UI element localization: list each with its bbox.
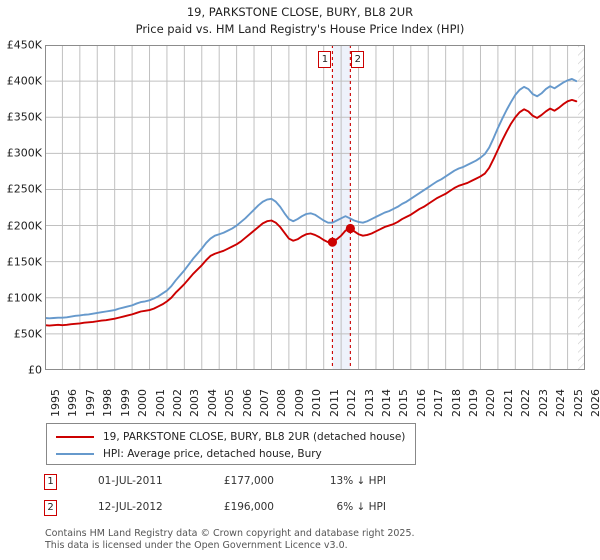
x-axis-tick-label: 2008 — [275, 389, 289, 417]
y-axis-tick-label: £100K — [6, 291, 42, 305]
series-line-price-paid — [45, 98, 578, 327]
x-axis-tick-label: 2017 — [432, 389, 446, 417]
x-axis-tick-label: 2002 — [170, 389, 184, 417]
x-axis-tick-label: 2012 — [345, 389, 359, 417]
x-axis-tick-label: 2019 — [467, 389, 481, 417]
transaction-index-badge: 2 — [44, 500, 57, 516]
transaction-point-marker[interactable] — [327, 237, 338, 247]
transaction-row[interactable]: 1 01-JUL-2011 £177,000 13% ↓ HPI — [44, 472, 464, 498]
x-axis-tick-label: 2006 — [240, 389, 254, 417]
x-axis-tick-label: 1996 — [66, 389, 80, 417]
chart-legend: 19, PARKSTONE CLOSE, BURY, BL8 2UR (deta… — [46, 423, 416, 465]
y-axis-tick-label: £150K — [6, 255, 42, 269]
x-axis-tick-label: 2022 — [519, 389, 533, 417]
x-axis-tick-label: 2004 — [205, 389, 219, 417]
legend-item-label: 19, PARKSTONE CLOSE, BURY, BL8 2UR (deta… — [103, 430, 406, 443]
y-axis-tick-label: £400K — [6, 74, 42, 88]
x-axis-tick-label: 2009 — [292, 389, 306, 417]
transaction-row[interactable]: 2 12-JUL-2012 £196,000 6% ↓ HPI — [44, 498, 464, 524]
x-axis-tick-label: 2025 — [571, 389, 585, 417]
x-axis-labels: 1995 1996 1997 1998 1999 2000 2001 2002 2003 2004… — [45, 373, 600, 419]
x-axis-tick-label: 2001 — [153, 389, 167, 417]
transaction-index-badge: 1 — [44, 474, 57, 490]
y-axis-tick-label: £250K — [6, 182, 42, 196]
legend-item: 19, PARKSTONE CLOSE, BURY, BL8 2UR (deta… — [47, 428, 415, 445]
transaction-marker-badge[interactable]: 1 — [318, 51, 332, 68]
x-axis-tick-label: 2014 — [379, 389, 393, 417]
y-axis-tick-label: £50K — [13, 327, 42, 341]
x-axis-tick-label: 1997 — [83, 389, 97, 417]
transaction-marker-badge[interactable]: 2 — [351, 51, 365, 68]
x-axis-tick-label: 2016 — [414, 389, 428, 417]
x-axis-tick-label: 1995 — [49, 389, 62, 417]
transaction-price: £196,000 — [223, 501, 274, 513]
x-axis-tick-label: 2024 — [554, 389, 568, 417]
y-axis-tick-label: £200K — [6, 219, 42, 233]
transaction-point-marker[interactable] — [345, 223, 355, 234]
series-line-hpi — [45, 77, 578, 320]
x-axis-tick-label: 2015 — [397, 389, 411, 417]
transaction-date: 12-JUL-2012 — [98, 501, 163, 513]
y-axis-tick-label: £0 — [28, 363, 42, 377]
legend-color-swatch — [56, 435, 94, 438]
plot-border — [45, 45, 585, 370]
x-axis-tick-label: 2020 — [484, 389, 498, 417]
x-axis-tick-label: 2018 — [449, 389, 463, 417]
x-axis-tick-label: 2011 — [327, 389, 341, 417]
transaction-hpi-delta: 13% ↓ HPI — [329, 475, 386, 487]
chart-title-block: 19, PARKSTONE CLOSE, BURY, BL8 2UR Price… — [0, 4, 600, 38]
x-axis-tick-label: 1998 — [101, 389, 115, 417]
x-axis-tick-label: 2000 — [136, 389, 150, 417]
y-axis-tick-label: £350K — [6, 110, 42, 124]
x-axis-tick-label: 2013 — [362, 389, 376, 417]
y-axis-labels: £0 £50K £100K £150K £200K £250K £300K £350K £400… — [0, 39, 42, 377]
x-axis-tick-label: 2026 — [589, 389, 600, 417]
legend-color-swatch — [56, 452, 94, 455]
x-axis-tick-label: 2007 — [258, 389, 272, 417]
footer-attribution: Contains HM Land Registry data © Crown c… — [45, 528, 585, 551]
transaction-list: 1 01-JUL-2011 £177,000 13% ↓ HPI 2 12-JUL-201… — [44, 472, 464, 524]
transaction-hpi-delta: 6% ↓ HPI — [336, 501, 386, 513]
legend-item: HPI: Average price, detached house, Bury — [47, 445, 415, 462]
incomplete-period-band — [578, 45, 585, 370]
x-axis-tick-label: 2003 — [188, 389, 202, 417]
x-axis-tick-label: 2023 — [536, 389, 550, 417]
y-axis-tick-label: £300K — [6, 146, 42, 160]
x-axis-tick-label: 1999 — [118, 389, 132, 417]
transaction-date: 01-JUL-2011 — [98, 475, 163, 487]
footer-line-2: This data is licensed under the Open Gov… — [45, 539, 348, 551]
x-axis-tick-label: 2021 — [501, 389, 515, 417]
legend-item-label: HPI: Average price, detached house, Bury — [103, 447, 322, 460]
page-subtitle: Price paid vs. HM Land Registry's House … — [135, 22, 465, 36]
x-axis-tick-label: 2005 — [223, 389, 237, 417]
x-axis-tick-label: 2010 — [310, 389, 324, 417]
y-axis-tick-label: £450K — [6, 38, 42, 52]
footer-line-1: Contains HM Land Registry data © Crown c… — [45, 528, 415, 539]
page-title: 19, PARKSTONE CLOSE, BURY, BL8 2UR — [186, 5, 414, 19]
transaction-price: £177,000 — [223, 475, 274, 487]
price-history-chart — [45, 45, 585, 370]
